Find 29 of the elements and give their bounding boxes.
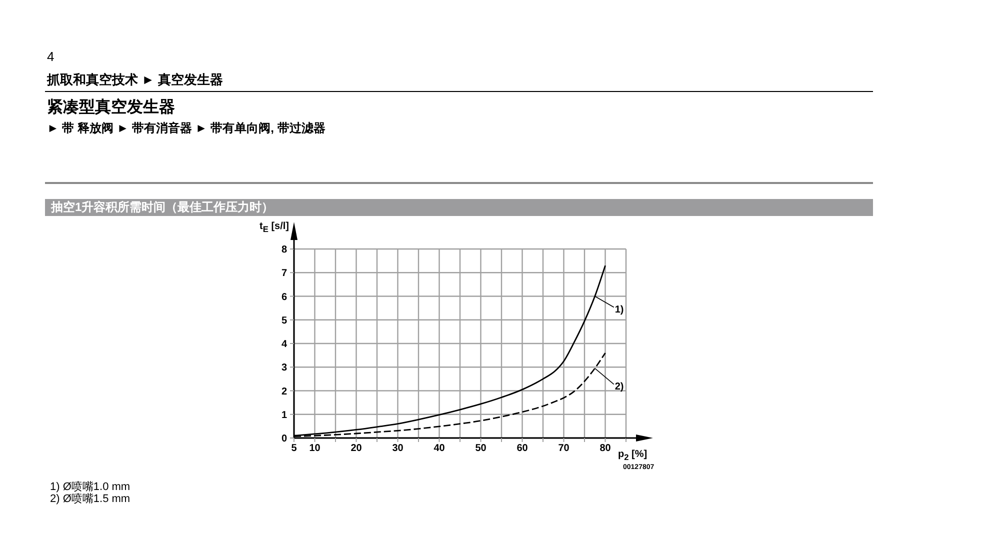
text: 1) Ø喷嘴1.0 mm [50,481,130,493]
x-tick-label: 5 [291,443,298,454]
text: 2) [614,381,624,392]
y-tick-label: 8 [281,244,288,256]
text: 抓取和真空技术 ► 真空发生器 [47,72,224,88]
y-tick-label: 3 [281,362,288,374]
y-tick-label: 2 [281,386,288,398]
y-tick-label: 6 [281,292,288,303]
x-tick-label: 10 [309,443,321,454]
text: 抽空1升容积所需时间（最佳工作压力时） [51,200,274,215]
x-tick-label: 30 [392,443,404,454]
x-tick-label: 40 [434,443,446,454]
text: 紧凑型真空发生器 [47,98,175,118]
text: 2) Ø喷嘴1.5 mm [50,493,130,506]
x-axis-title: p$_{2}$ [%] [618,449,648,462]
y-tick-label: 4 [281,339,288,350]
y-tick-label: 5 [281,315,288,326]
text: 1) [614,304,624,316]
x-tick-label: 80 [600,443,612,454]
y-tick-label: 0 [281,434,288,445]
x-tick-label: 60 [516,443,528,454]
text: ► 带 释放阀 ► 带有消音器 ► 带有单向阀, 带过滤器 [47,121,326,136]
x-tick-label: 50 [475,443,487,454]
x-tick-label: 20 [350,443,362,454]
text: 4 [47,49,54,65]
y-tick-label: 1 [281,410,288,421]
x-tick-label: 70 [558,443,570,454]
y-axis-title: t$_{E}$ [s/l] [260,221,289,234]
y-tick-label: 7 [281,268,288,280]
